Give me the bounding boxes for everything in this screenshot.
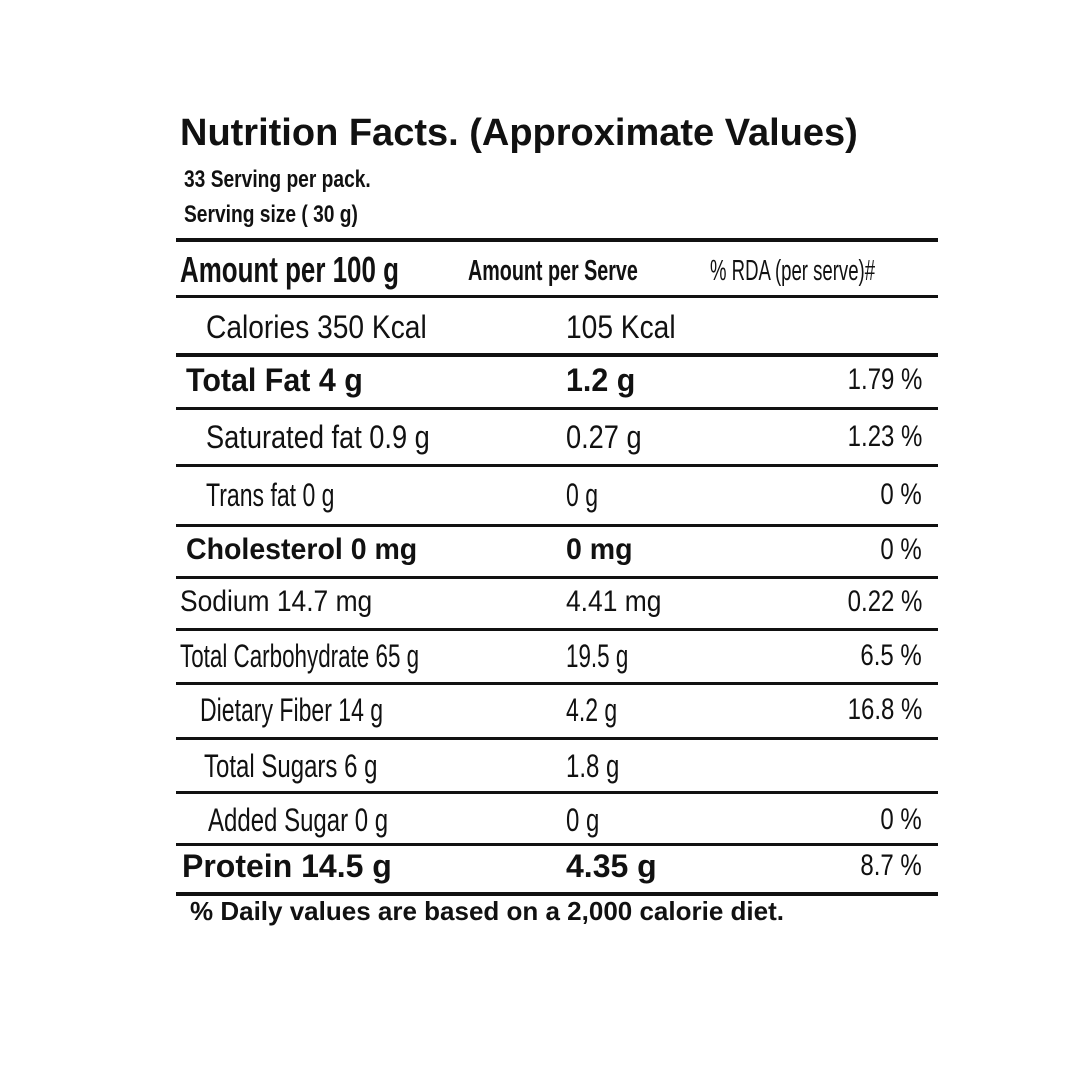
rda: 16.8 % — [847, 693, 922, 726]
rda: 1.23 % — [847, 420, 922, 453]
nutrient: Total Fat 4 g — [186, 362, 363, 398]
rule — [176, 524, 938, 527]
servings: 33 Serving per pack. — [184, 166, 371, 193]
rda: 0 % — [880, 533, 922, 566]
per-serve: 4.2 g — [566, 692, 618, 728]
rule — [176, 464, 938, 467]
rda: 6.5 % — [860, 639, 922, 672]
rule — [176, 892, 938, 896]
nutrient: Total Carbohydrate 65 g — [180, 638, 420, 674]
title: Nutrition Facts. (Approximate Values) — [180, 112, 858, 154]
nutrient: Sodium 14.7 mg — [180, 585, 373, 618]
per-serve: 1.2 g — [566, 362, 636, 398]
rule — [176, 791, 938, 794]
nutrient: Dietary Fiber 14 g — [200, 692, 384, 728]
rda: 0 % — [880, 478, 922, 511]
per-serve: 0 g — [566, 802, 600, 838]
per-serve: 105 Kcal — [566, 309, 676, 345]
per-serve: 0 mg — [566, 533, 633, 566]
rda: 0.22 % — [847, 585, 922, 618]
per-serve: 4.41 mg — [566, 585, 662, 618]
per-serve: 19.5 g — [566, 638, 629, 674]
per-serve: 1.8 g — [566, 748, 620, 784]
rule — [176, 628, 938, 631]
rule — [176, 682, 938, 685]
column-header: % RDA (per serve)# — [710, 255, 876, 287]
rda: 0 % — [880, 803, 922, 836]
rule — [176, 238, 938, 242]
rule — [176, 295, 938, 298]
rule — [176, 353, 938, 357]
nutrient: Added Sugar 0 g — [208, 802, 389, 838]
rule — [176, 407, 938, 410]
footnote: % Daily values are based on a 2,000 calo… — [190, 896, 784, 926]
column-header: Amount per Serve — [468, 255, 638, 287]
rda: 1.79 % — [847, 363, 922, 396]
per-serve: 4.35 g — [566, 848, 657, 884]
rule — [176, 737, 938, 740]
nutrient: Protein 14.5 g — [182, 848, 392, 884]
rda: 8.7 % — [860, 849, 922, 882]
nutrient: Total Sugars 6 g — [204, 748, 378, 784]
rule — [176, 576, 938, 579]
column-header: Amount per 100 g — [180, 249, 399, 290]
per-serve: 0.27 g — [566, 419, 642, 455]
nutrient: Trans fat 0 g — [206, 477, 335, 513]
serving-size: Serving size ( 30 g) — [184, 201, 358, 228]
nutrient: Saturated fat 0.9 g — [206, 419, 430, 455]
per-serve: 0 g — [566, 477, 599, 513]
nutrient: Cholesterol 0 mg — [186, 533, 418, 566]
nutrient: Calories 350 Kcal — [206, 309, 427, 345]
rule — [176, 843, 938, 846]
